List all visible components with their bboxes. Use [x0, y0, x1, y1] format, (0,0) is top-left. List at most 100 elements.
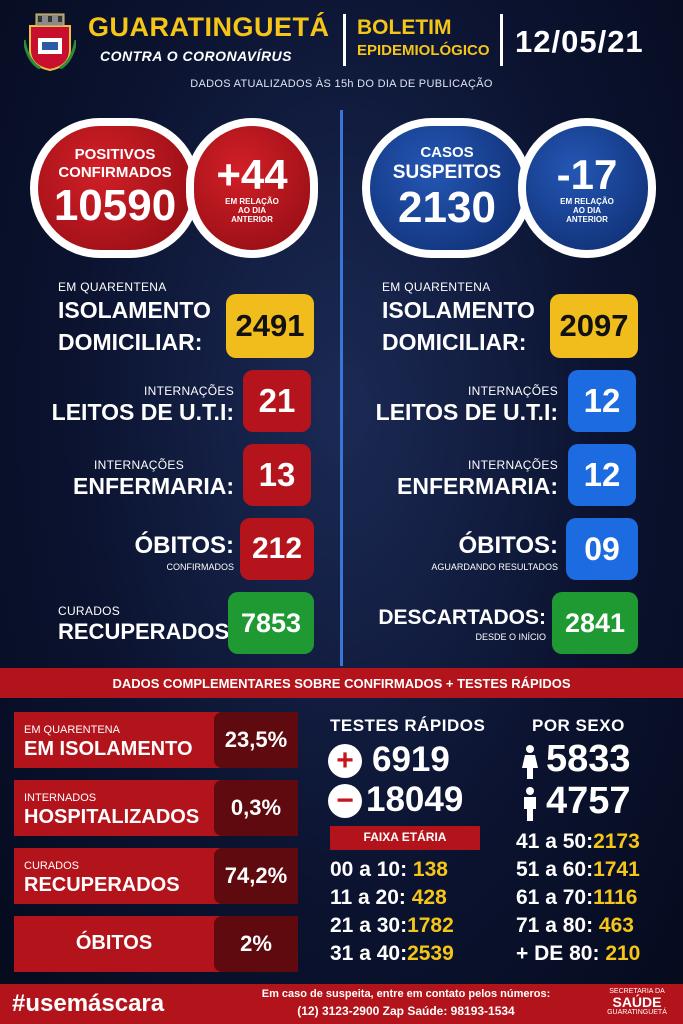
header-divider [500, 14, 503, 66]
campaign-subtitle: CONTRA O CORONAVÍRUS [100, 48, 292, 64]
confirmed-label: POSITIVOS [74, 146, 156, 163]
confirmed-uti-value: 21 [243, 370, 311, 432]
descartados-label: DESCARTADOS: [378, 606, 546, 629]
age-range: 61 a 70: [516, 886, 594, 909]
hashtag: #usemáscara [12, 990, 165, 1017]
sex-title: POR SEXO [532, 716, 625, 735]
delta-note: ANTERIOR [231, 214, 273, 224]
sec-line: GUARATINGUETÁ [607, 1009, 667, 1016]
descartados-small-label: DESDE O INÍCIO [475, 632, 546, 642]
suspected-obitos-value: 09 [566, 518, 638, 580]
delta-note: EM RELAÇÃO [225, 196, 279, 206]
sec-line: SAÚDE [612, 994, 662, 1010]
suspected-delta: -17 [556, 150, 618, 198]
uti-small-label: INTERNAÇÕES [144, 384, 234, 398]
age-row: 00 a 10: 138 [330, 858, 448, 882]
suspected-uti-value: 12 [568, 370, 636, 432]
pct-row-recuperados: CURADOS RECUPERADOS 74,2% [14, 848, 298, 904]
age-range: + DE 80: [516, 942, 600, 965]
complement-banner [0, 668, 683, 698]
female-icon [520, 744, 540, 785]
quarantine-label: DOMICILIAR: [382, 329, 527, 355]
delta-note: AO DIA [238, 205, 266, 215]
confirmed-curados-value: 7853 [228, 592, 314, 654]
pct-value: 23,5% [214, 712, 298, 768]
age-range: 41 a 50: [516, 830, 594, 853]
male-icon [520, 786, 540, 827]
complement-title: DADOS COMPLEMENTARES SOBRE CONFIRMADOS +… [112, 676, 571, 691]
age-value: 428 [411, 886, 447, 909]
age-range: 51 a 60: [516, 858, 594, 881]
obitos-small-label: CONFIRMADOS [166, 562, 235, 572]
age-range: 00 a 10: [330, 858, 408, 881]
sex-female: 5833 [546, 738, 631, 780]
pct-value: 2% [214, 916, 298, 972]
age-value: 1741 [593, 858, 640, 881]
age-row: 61 a 70:1116 [516, 886, 637, 910]
age-range: 31 a 40: [330, 942, 408, 965]
pct-row-obitos: ÓBITOS 2% [14, 916, 298, 972]
enf-label: ENFERMARIA: [397, 473, 558, 499]
curados-small-label: CURADOS [58, 604, 121, 618]
contact-phones: (12) 3123-2900 Zap Saúde: 98193-1534 [297, 1004, 515, 1018]
header-divider [343, 14, 346, 66]
age-row: 41 a 50:2173 [516, 830, 640, 854]
pct-row-isolamento: EM QUARENTENA EM ISOLAMENTO 23,5% [14, 712, 298, 768]
suspected-delta-circle: -17 EM RELAÇÃO AO DIA ANTERIOR [518, 118, 656, 258]
uti-small-label: INTERNAÇÕES [468, 384, 558, 398]
uti-label: LEITOS DE U.T.I: [375, 399, 558, 425]
age-range: 21 a 30: [330, 914, 408, 937]
plus-circle-icon: + [328, 744, 362, 778]
enf-small-label: INTERNAÇÕES [94, 458, 184, 472]
age-row: 51 a 60:1741 [516, 858, 640, 882]
age-value: 1782 [407, 914, 454, 937]
suspected-label: CASOS [420, 144, 474, 161]
quarantine-label: ISOLAMENTO [382, 297, 535, 323]
quarantine-label: DOMICILIAR: [58, 329, 203, 355]
obitos-small-label: AGUARDANDO RESULTADOS [431, 562, 558, 572]
age-value: 210 [605, 942, 641, 965]
pct-small-label: EM QUARENTENA [24, 724, 120, 736]
pct-small-label: CURADOS [24, 860, 80, 872]
age-range: 71 a 80: [516, 914, 594, 937]
suspected-enf-value: 12 [568, 444, 636, 506]
quarantine-small-label: EM QUARENTENA [382, 280, 491, 294]
contact-note: Em caso de suspeita, entre em contato pe… [261, 988, 551, 1000]
delta-note: EM RELAÇÃO [560, 196, 614, 206]
age-value: 463 [598, 914, 634, 937]
pct-value: 0,3% [214, 780, 298, 836]
pct-row-hospitalizados: INTERNADOS HOSPITALIZADOS 0,3% [14, 780, 298, 836]
update-note: DADOS ATUALIZADOS ÀS 15h DO DIA DE PUBLI… [190, 78, 493, 90]
suspected-descartados-value: 2841 [552, 592, 638, 654]
delta-note: AO DIA [573, 205, 601, 215]
suspected-label: SUSPEITOS [392, 162, 502, 183]
city-title: GUARATINGUETÁ [88, 12, 330, 42]
enf-label: ENFERMARIA: [73, 473, 234, 499]
enf-small-label: INTERNAÇÕES [468, 458, 558, 472]
pct-big-label: ÓBITOS [75, 932, 153, 954]
suspected-total-circle: CASOS SUSPEITOS 2130 [362, 118, 532, 258]
obitos-label: ÓBITOS: [134, 532, 234, 559]
sex-male: 4757 [546, 780, 631, 822]
confirmed-total: 10590 [53, 181, 177, 230]
quarantine-small-label: EM QUARENTENA [58, 280, 167, 294]
age-row: 31 a 40:2539 [330, 942, 454, 966]
confirmed-quarantine-value: 2491 [226, 294, 314, 358]
column-divider [340, 110, 343, 666]
bulletin-subtitle: EPIDEMIOLÓGICO [357, 42, 490, 59]
tests-positive: 6919 [372, 740, 450, 779]
age-value: 1116 [593, 886, 638, 909]
confirmed-delta: +44 [216, 150, 288, 198]
obitos-label: ÓBITOS: [458, 532, 558, 559]
bulletin-title: BOLETIM [357, 16, 452, 39]
age-title: FAIXA ETÁRIA [363, 830, 447, 844]
curados-label: RECUPERADOS: [58, 619, 237, 644]
age-value: 138 [412, 858, 448, 881]
minus-circle-icon: − [328, 784, 362, 818]
confirmed-label: CONFIRMADOS [58, 164, 172, 181]
tests-negative: 18049 [366, 780, 464, 819]
confirmed-delta-circle: +44 EM RELAÇÃO AO DIA ANTERIOR [186, 118, 318, 258]
confirmed-enf-value: 13 [243, 444, 311, 506]
quarantine-label: ISOLAMENTO [58, 297, 211, 323]
tests-title: TESTES RÁPIDOS [330, 716, 486, 735]
